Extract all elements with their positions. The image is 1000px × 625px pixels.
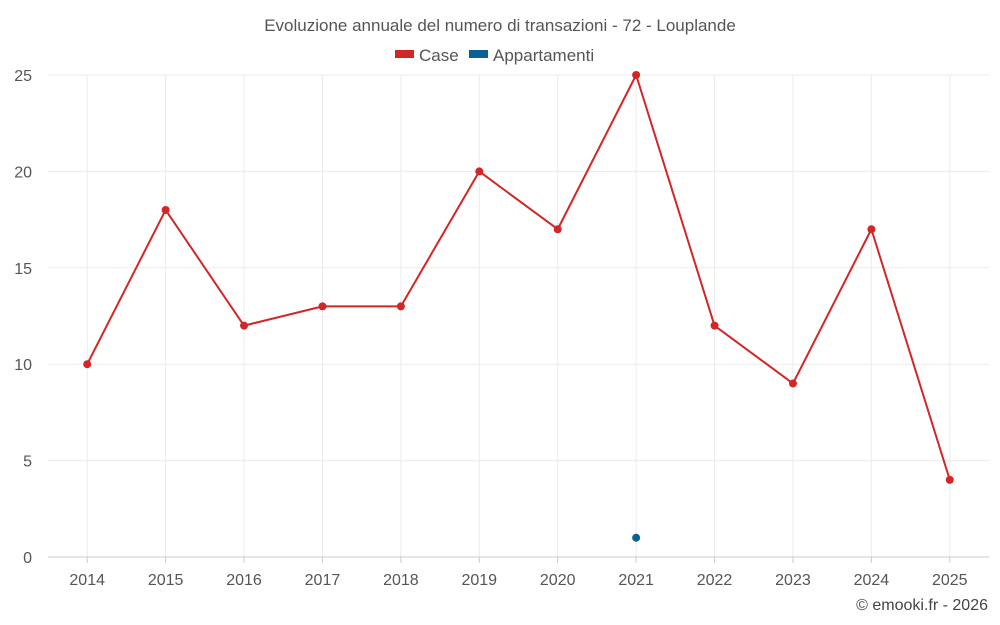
series-appartamenti bbox=[632, 533, 641, 542]
chart-title: Evoluzione annuale del numero di transaz… bbox=[264, 16, 736, 35]
x-tick-label: 2014 bbox=[69, 572, 105, 589]
data-point-case[interactable] bbox=[553, 225, 562, 234]
x-tick-label: 2018 bbox=[383, 572, 419, 589]
x-axis: 2014 2015 2016 2017 2018 2019 2020 2021 2022 2023… bbox=[69, 557, 968, 589]
x-tick-label: 2023 bbox=[775, 572, 811, 589]
y-tick-label: 0 bbox=[23, 550, 32, 567]
data-point-appartamenti[interactable] bbox=[632, 533, 641, 542]
data-point-case[interactable] bbox=[788, 379, 797, 388]
data-point-case[interactable] bbox=[318, 302, 327, 311]
x-tick-label: 2019 bbox=[461, 572, 497, 589]
legend: Case Appartamenti bbox=[395, 46, 594, 65]
series bbox=[83, 71, 954, 542]
legend-swatch-appartamenti bbox=[469, 50, 488, 58]
x-tick-label: 2017 bbox=[305, 572, 341, 589]
legend-label-appartamenti: Appartamenti bbox=[493, 46, 594, 65]
y-tick-label: 5 bbox=[23, 454, 32, 471]
x-tick-label: 2022 bbox=[697, 572, 733, 589]
data-point-case[interactable] bbox=[710, 321, 719, 330]
x-tick-label: 2021 bbox=[618, 572, 654, 589]
y-axis: 0 5 10 15 20 25 bbox=[14, 68, 32, 567]
legend-swatch-case bbox=[395, 50, 414, 58]
legend-item-case[interactable]: Case bbox=[395, 46, 459, 65]
data-point-case[interactable] bbox=[83, 360, 92, 369]
series-case bbox=[83, 71, 954, 484]
legend-label-case: Case bbox=[419, 46, 459, 65]
y-tick-label: 10 bbox=[14, 357, 32, 374]
x-tick-label: 2015 bbox=[148, 572, 184, 589]
y-tick-label: 15 bbox=[14, 261, 32, 278]
data-point-case[interactable] bbox=[945, 475, 954, 484]
legend-item-appartamenti[interactable]: Appartamenti bbox=[469, 46, 594, 65]
x-tick-label: 2024 bbox=[854, 572, 890, 589]
data-point-case[interactable] bbox=[161, 205, 170, 214]
data-point-case[interactable] bbox=[240, 321, 249, 330]
y-tick-label: 25 bbox=[14, 68, 32, 85]
series-line-case bbox=[86, 74, 951, 481]
data-point-case[interactable] bbox=[475, 167, 484, 176]
y-tick-label: 20 bbox=[14, 164, 32, 181]
grid bbox=[48, 74, 989, 557]
data-point-case[interactable] bbox=[632, 71, 641, 79]
x-tick-label: 2020 bbox=[540, 572, 576, 589]
x-tick-label: 2025 bbox=[932, 572, 968, 589]
credit-text: © emooki.fr - 2026 bbox=[856, 597, 988, 614]
data-point-case[interactable] bbox=[396, 302, 405, 311]
x-tick-label: 2016 bbox=[226, 572, 262, 589]
data-point-case[interactable] bbox=[867, 225, 876, 234]
